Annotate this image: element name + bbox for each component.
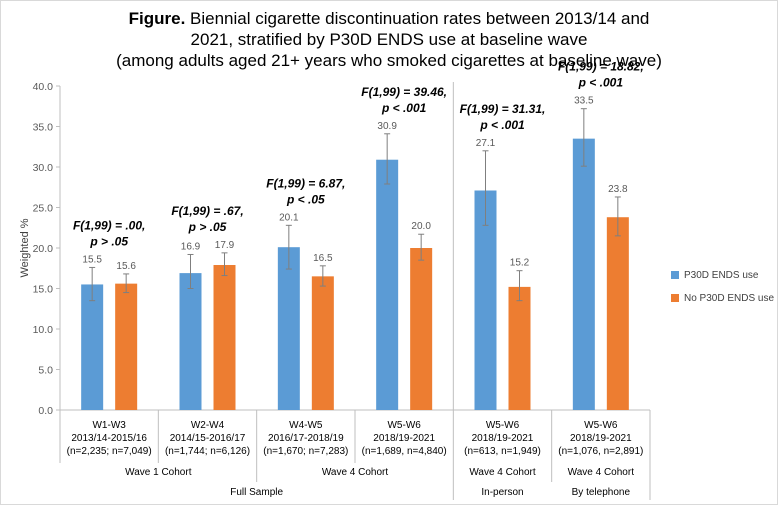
- x-category-sample-size: (n=1,076, n=2,891): [558, 446, 643, 457]
- data-label: 15.2: [510, 258, 530, 269]
- p-value-annotation: p < .001: [381, 101, 427, 115]
- x-category-sample-size: (n=1,744; n=6,126): [165, 446, 250, 457]
- bar-no-ends-use: [115, 283, 138, 410]
- title-line-3: (among adults aged 21+ years who smoked …: [116, 51, 662, 70]
- y-tick-label: 20.0: [33, 243, 54, 255]
- bar-ends-use: [179, 273, 202, 410]
- bar-no-ends-use: [213, 265, 236, 410]
- chart-title: Figure. Biennial cigarette discontinuati…: [0, 8, 778, 71]
- data-label: 20.0: [411, 221, 431, 232]
- y-tick-label: 10.0: [33, 324, 54, 336]
- data-label: 17.9: [215, 240, 235, 251]
- x-category-label: W1-W3: [92, 420, 126, 431]
- x-category-sample-size: (n=2,235; n=7,049): [67, 446, 152, 457]
- y-tick-label: 0.0: [38, 405, 53, 417]
- x-category-years: 2018/19-2021: [570, 433, 632, 444]
- data-label: 30.9: [377, 121, 397, 132]
- x-category-years: 2016/17-2018/19: [268, 433, 344, 444]
- title-line-1-text: Biennial cigarette discontinuation rates…: [190, 9, 650, 28]
- y-tick-label: 40.0: [33, 81, 54, 93]
- cohort-label: Wave 4 Cohort: [322, 467, 389, 478]
- cohort-label: Wave 1 Cohort: [125, 467, 192, 478]
- data-label: 15.6: [116, 261, 136, 272]
- legend-swatch-no-ends-use: [671, 294, 679, 302]
- x-category-label: W5-W6: [584, 420, 618, 431]
- title-prefix: Figure.: [128, 9, 186, 28]
- x-category-sample-size: (n=613, n=1,949): [464, 446, 541, 457]
- x-category-years: 2018/19-2021: [472, 433, 534, 444]
- sample-label: Full Sample: [230, 487, 283, 498]
- bar-ends-use: [277, 247, 300, 410]
- x-category-label: W5-W6: [486, 420, 520, 431]
- sample-label: In-person: [481, 487, 523, 498]
- bar-no-ends-use: [508, 286, 531, 410]
- f-statistic-annotation: F(1,99) = 6.87,: [266, 176, 345, 190]
- x-category-years: 2018/19-2021: [373, 433, 435, 444]
- x-category-years: 2013/14-2015/16: [71, 433, 147, 444]
- y-tick-label: 5.0: [38, 365, 53, 377]
- data-label: 20.1: [279, 212, 299, 223]
- p-value-annotation: p < .05: [286, 192, 325, 206]
- p-value-annotation: p > .05: [89, 234, 128, 248]
- bar-no-ends-use: [311, 276, 334, 410]
- x-category-sample-size: (n=1,670; n=7,283): [263, 446, 348, 457]
- bar-no-ends-use: [606, 217, 629, 410]
- x-category-label: W2-W4: [191, 420, 225, 431]
- p-value-annotation: p < .001: [578, 76, 624, 90]
- title-line-2: 2021, stratified by P30D ENDS use at bas…: [190, 30, 588, 49]
- legend-swatch-ends-use: [671, 271, 679, 279]
- p-value-annotation: p > .05: [188, 220, 227, 234]
- data-label: 23.8: [608, 184, 628, 195]
- y-tick-label: 30.0: [33, 162, 54, 174]
- p-value-annotation: p < .001: [479, 118, 525, 132]
- f-statistic-annotation: F(1,99) = .67,: [171, 204, 243, 218]
- data-label: 16.5: [313, 253, 333, 264]
- bar-ends-use: [474, 190, 497, 410]
- data-label: 33.5: [574, 96, 594, 107]
- y-axis-title: Weighted %: [19, 218, 31, 277]
- bar-ends-use: [376, 159, 399, 410]
- title-line-1: Figure. Biennial cigarette discontinuati…: [0, 8, 778, 29]
- x-category-label: W5-W6: [387, 420, 421, 431]
- data-label: 27.1: [476, 138, 496, 149]
- y-tick-label: 25.0: [33, 203, 54, 215]
- sample-label: By telephone: [572, 487, 631, 498]
- f-statistic-annotation: F(1,99) = .00,: [73, 218, 145, 232]
- f-statistic-annotation: F(1,99) = 39.46,: [361, 85, 447, 99]
- cohort-label: Wave 4 Cohort: [568, 467, 635, 478]
- x-category-label: W4-W5: [289, 420, 323, 431]
- legend-label: P30D ENDS use: [684, 270, 759, 281]
- f-statistic-annotation: F(1,99) = 31.31,: [460, 102, 546, 116]
- legend-label: No P30D ENDS use: [684, 293, 774, 304]
- y-tick-label: 35.0: [33, 122, 54, 134]
- bar-ends-use: [81, 284, 104, 410]
- bar-no-ends-use: [410, 248, 433, 410]
- cohort-label: Wave 4 Cohort: [469, 467, 536, 478]
- data-label: 15.5: [82, 254, 102, 265]
- f-statistic-annotation: F(1,99) = 18.82,: [558, 60, 644, 74]
- x-category-sample-size: (n=1,689, n=4,840): [362, 446, 447, 457]
- data-label: 16.9: [181, 241, 201, 252]
- y-tick-label: 15.0: [33, 284, 54, 296]
- bar-ends-use: [572, 138, 595, 410]
- x-category-years: 2014/15-2016/17: [170, 433, 246, 444]
